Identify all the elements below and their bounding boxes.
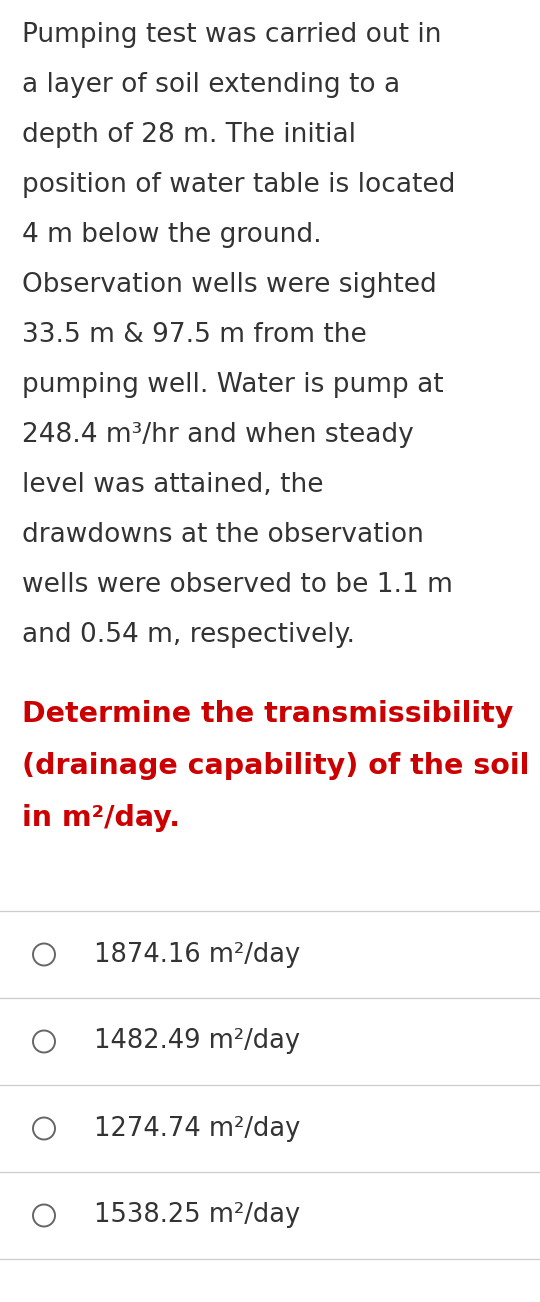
Text: depth of 28 m. The initial: depth of 28 m. The initial [22, 122, 356, 148]
Text: 1538.25 m²/day: 1538.25 m²/day [94, 1203, 300, 1229]
Text: wells were observed to be 1.1 m: wells were observed to be 1.1 m [22, 572, 453, 598]
Text: position of water table is located: position of water table is located [22, 172, 455, 198]
Text: drawdowns at the observation: drawdowns at the observation [22, 522, 424, 548]
Text: level was attained, the: level was attained, the [22, 473, 323, 497]
Text: in m²/day.: in m²/day. [22, 805, 180, 832]
Text: 1274.74 m²/day: 1274.74 m²/day [94, 1116, 300, 1142]
Text: and 0.54 m, respectively.: and 0.54 m, respectively. [22, 622, 355, 648]
Text: pumping well. Water is pump at: pumping well. Water is pump at [22, 372, 444, 398]
Text: 4 m below the ground.: 4 m below the ground. [22, 223, 322, 247]
Text: Observation wells were sighted: Observation wells were sighted [22, 272, 437, 298]
Text: 33.5 m & 97.5 m from the: 33.5 m & 97.5 m from the [22, 322, 367, 348]
Text: a layer of soil extending to a: a layer of soil extending to a [22, 72, 400, 98]
Text: 1874.16 m²/day: 1874.16 m²/day [94, 941, 300, 967]
Text: 248.4 m³/hr and when steady: 248.4 m³/hr and when steady [22, 422, 414, 448]
Text: 1482.49 m²/day: 1482.49 m²/day [94, 1029, 300, 1055]
Text: Pumping test was carried out in: Pumping test was carried out in [22, 22, 442, 48]
Text: Determine the transmissibility: Determine the transmissibility [22, 700, 514, 728]
Text: (drainage capability) of the soil: (drainage capability) of the soil [22, 753, 529, 780]
